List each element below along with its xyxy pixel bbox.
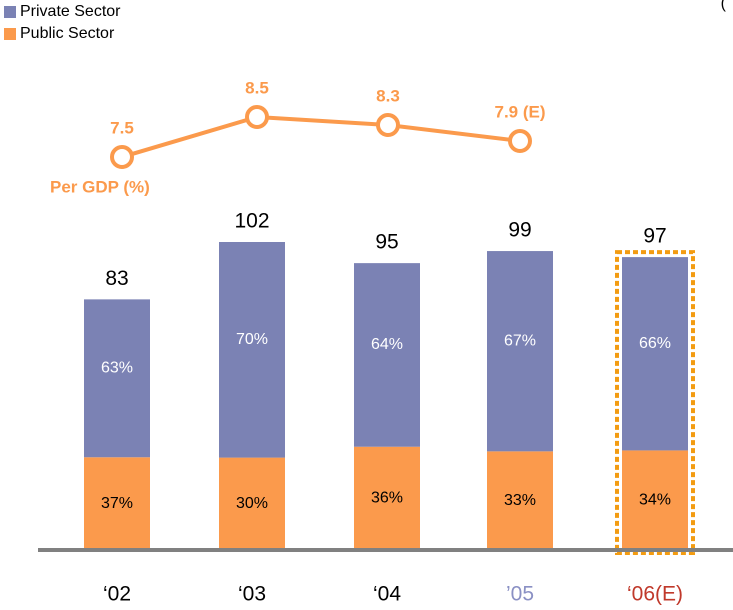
segment-label: 67% xyxy=(504,332,536,349)
bar-segment xyxy=(219,457,285,550)
gdp-marker xyxy=(110,145,134,169)
bar-segment xyxy=(487,451,553,550)
legend-label: Public Sector xyxy=(20,25,115,42)
gdp-line xyxy=(121,114,521,159)
gdp-marker xyxy=(508,129,532,153)
total-label: 83 xyxy=(105,267,128,290)
total-label: 95 xyxy=(375,231,398,254)
segment-label: 34% xyxy=(639,491,671,508)
x-tick-label: ‘04 xyxy=(373,583,401,606)
gdp-label: 7.9 (E) xyxy=(494,102,545,121)
x-tick-label: ‘06(E) xyxy=(627,583,683,606)
bar-segment xyxy=(487,251,553,452)
x-tick-label: ‘03 xyxy=(238,583,266,606)
x-tick-label: ‘02 xyxy=(103,583,131,606)
highlight-box xyxy=(615,250,695,555)
bar-segment xyxy=(84,299,150,458)
bar-segment xyxy=(354,263,420,447)
x-tick-label: ’05 xyxy=(506,583,534,606)
segment-label: 64% xyxy=(371,336,403,353)
gdp-label: 8.3 xyxy=(376,86,400,105)
bar-segment xyxy=(219,242,285,458)
gdp-label: 7.5 xyxy=(110,118,134,137)
gdp-marker xyxy=(376,113,400,137)
segment-label: 63% xyxy=(101,360,133,377)
total-label: 97 xyxy=(643,225,666,248)
bar-segment xyxy=(84,457,150,550)
total-label: 99 xyxy=(508,219,531,242)
gdp-marker xyxy=(245,105,269,129)
corner-text: ( xyxy=(721,0,727,12)
legend-label: Private Sector xyxy=(20,3,121,20)
segment-label: 30% xyxy=(236,495,268,512)
legend-swatch xyxy=(4,6,16,18)
segment-label: 37% xyxy=(101,495,133,512)
legend-swatch xyxy=(4,28,16,40)
total-label: 102 xyxy=(234,210,269,233)
segment-label: 70% xyxy=(236,331,268,348)
bar-segment xyxy=(354,446,420,550)
segment-label: 33% xyxy=(504,492,536,509)
gdp-label: 8.5 xyxy=(245,78,269,97)
bar-segment xyxy=(622,257,688,451)
bar-segment xyxy=(622,450,688,550)
line-name: Per GDP (%) xyxy=(50,177,150,196)
segment-label: 66% xyxy=(639,335,671,352)
segment-label: 36% xyxy=(371,490,403,507)
